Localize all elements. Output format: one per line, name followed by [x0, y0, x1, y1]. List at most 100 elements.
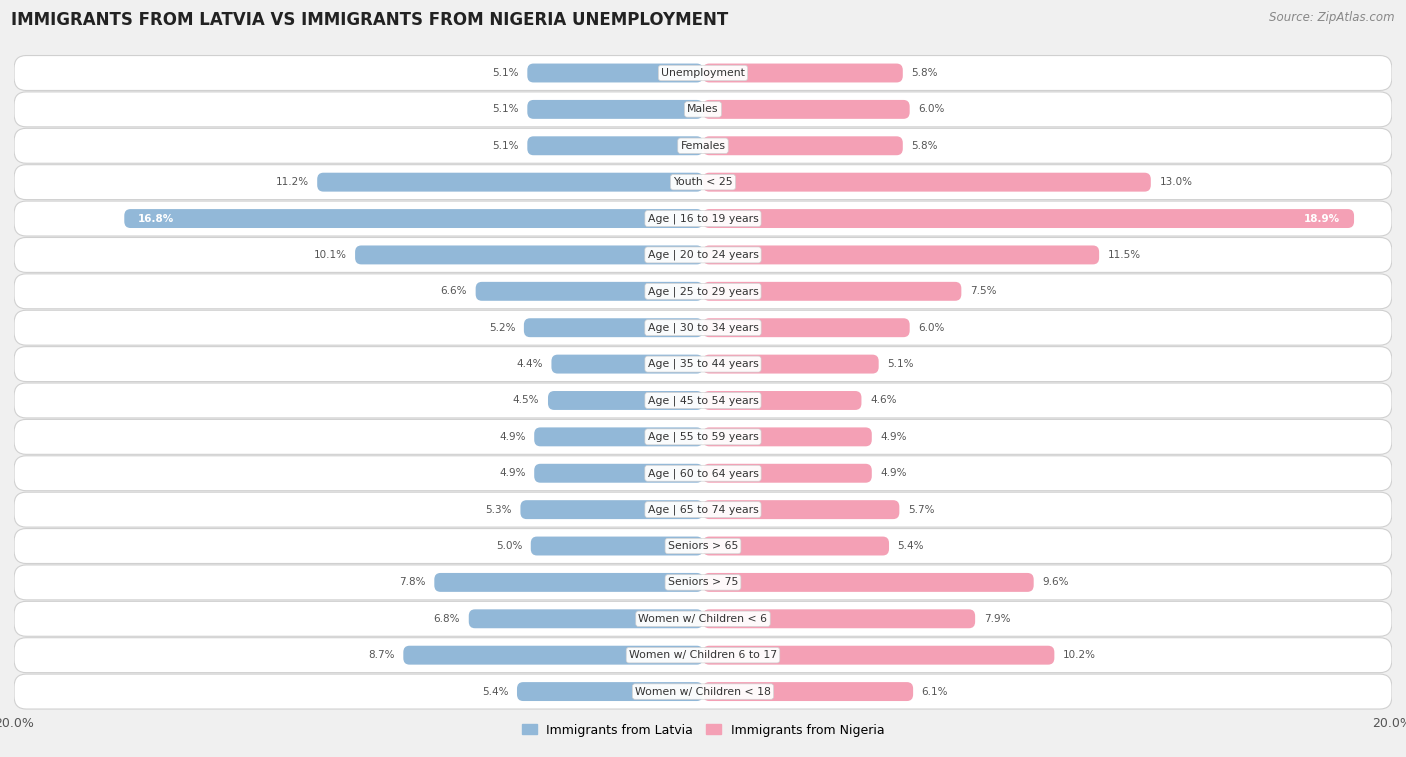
FancyBboxPatch shape	[548, 391, 703, 410]
FancyBboxPatch shape	[703, 173, 1152, 192]
FancyBboxPatch shape	[527, 64, 703, 83]
FancyBboxPatch shape	[14, 637, 1392, 673]
FancyBboxPatch shape	[520, 500, 703, 519]
FancyBboxPatch shape	[124, 209, 703, 228]
Text: 10.2%: 10.2%	[1063, 650, 1095, 660]
Text: 18.9%: 18.9%	[1305, 213, 1340, 223]
Text: Women w/ Children < 18: Women w/ Children < 18	[636, 687, 770, 696]
Text: 5.4%: 5.4%	[897, 541, 924, 551]
FancyBboxPatch shape	[14, 92, 1392, 127]
FancyBboxPatch shape	[703, 100, 910, 119]
FancyBboxPatch shape	[703, 282, 962, 301]
Text: 6.6%: 6.6%	[440, 286, 467, 296]
FancyBboxPatch shape	[703, 64, 903, 83]
Text: 5.8%: 5.8%	[911, 68, 938, 78]
Text: 11.5%: 11.5%	[1108, 250, 1140, 260]
FancyBboxPatch shape	[14, 419, 1392, 454]
FancyBboxPatch shape	[703, 682, 912, 701]
Text: 4.6%: 4.6%	[870, 395, 897, 406]
FancyBboxPatch shape	[703, 428, 872, 447]
Text: 8.7%: 8.7%	[368, 650, 395, 660]
Text: 7.9%: 7.9%	[984, 614, 1011, 624]
FancyBboxPatch shape	[434, 573, 703, 592]
FancyBboxPatch shape	[703, 646, 1054, 665]
FancyBboxPatch shape	[517, 682, 703, 701]
Text: Age | 30 to 34 years: Age | 30 to 34 years	[648, 322, 758, 333]
Text: Seniors > 75: Seniors > 75	[668, 578, 738, 587]
FancyBboxPatch shape	[534, 464, 703, 483]
FancyBboxPatch shape	[14, 492, 1392, 527]
FancyBboxPatch shape	[703, 245, 1099, 264]
Text: Age | 55 to 59 years: Age | 55 to 59 years	[648, 431, 758, 442]
FancyBboxPatch shape	[14, 201, 1392, 236]
Text: 4.9%: 4.9%	[499, 431, 526, 442]
Text: Age | 65 to 74 years: Age | 65 to 74 years	[648, 504, 758, 515]
FancyBboxPatch shape	[468, 609, 703, 628]
Text: Unemployment: Unemployment	[661, 68, 745, 78]
FancyBboxPatch shape	[14, 165, 1392, 200]
FancyBboxPatch shape	[475, 282, 703, 301]
FancyBboxPatch shape	[14, 347, 1392, 382]
Text: Age | 20 to 24 years: Age | 20 to 24 years	[648, 250, 758, 260]
Text: 5.1%: 5.1%	[492, 104, 519, 114]
FancyBboxPatch shape	[551, 354, 703, 373]
FancyBboxPatch shape	[703, 136, 903, 155]
Text: 5.2%: 5.2%	[489, 322, 515, 333]
FancyBboxPatch shape	[703, 354, 879, 373]
Text: Females: Females	[681, 141, 725, 151]
Text: 5.4%: 5.4%	[482, 687, 509, 696]
FancyBboxPatch shape	[531, 537, 703, 556]
Text: 10.1%: 10.1%	[314, 250, 346, 260]
Text: 4.9%: 4.9%	[880, 469, 907, 478]
Text: 16.8%: 16.8%	[138, 213, 174, 223]
Text: Source: ZipAtlas.com: Source: ZipAtlas.com	[1270, 11, 1395, 24]
FancyBboxPatch shape	[14, 601, 1392, 637]
Text: Age | 60 to 64 years: Age | 60 to 64 years	[648, 468, 758, 478]
Text: 5.8%: 5.8%	[911, 141, 938, 151]
FancyBboxPatch shape	[703, 609, 976, 628]
FancyBboxPatch shape	[703, 573, 1033, 592]
Text: Age | 16 to 19 years: Age | 16 to 19 years	[648, 213, 758, 224]
FancyBboxPatch shape	[14, 674, 1392, 709]
Text: 13.0%: 13.0%	[1160, 177, 1192, 187]
Legend: Immigrants from Latvia, Immigrants from Nigeria: Immigrants from Latvia, Immigrants from …	[516, 718, 890, 742]
FancyBboxPatch shape	[14, 238, 1392, 273]
Text: Males: Males	[688, 104, 718, 114]
Text: 4.5%: 4.5%	[513, 395, 540, 406]
Text: Youth < 25: Youth < 25	[673, 177, 733, 187]
Text: 6.1%: 6.1%	[922, 687, 948, 696]
FancyBboxPatch shape	[524, 318, 703, 337]
FancyBboxPatch shape	[14, 274, 1392, 309]
Text: 7.8%: 7.8%	[399, 578, 426, 587]
Text: 6.0%: 6.0%	[918, 322, 945, 333]
Text: 5.7%: 5.7%	[908, 505, 935, 515]
FancyBboxPatch shape	[527, 136, 703, 155]
Text: 4.9%: 4.9%	[880, 431, 907, 442]
FancyBboxPatch shape	[703, 537, 889, 556]
FancyBboxPatch shape	[527, 100, 703, 119]
FancyBboxPatch shape	[14, 55, 1392, 91]
FancyBboxPatch shape	[14, 565, 1392, 600]
Text: 11.2%: 11.2%	[276, 177, 308, 187]
Text: Age | 25 to 29 years: Age | 25 to 29 years	[648, 286, 758, 297]
Text: 6.8%: 6.8%	[433, 614, 460, 624]
Text: 4.9%: 4.9%	[499, 469, 526, 478]
Text: 5.1%: 5.1%	[887, 359, 914, 369]
FancyBboxPatch shape	[703, 500, 900, 519]
FancyBboxPatch shape	[14, 128, 1392, 164]
FancyBboxPatch shape	[14, 310, 1392, 345]
Text: 5.1%: 5.1%	[492, 141, 519, 151]
Text: 5.3%: 5.3%	[485, 505, 512, 515]
FancyBboxPatch shape	[356, 245, 703, 264]
Text: 5.1%: 5.1%	[492, 68, 519, 78]
FancyBboxPatch shape	[14, 456, 1392, 491]
FancyBboxPatch shape	[703, 209, 1354, 228]
Text: 5.0%: 5.0%	[496, 541, 522, 551]
Text: Women w/ Children 6 to 17: Women w/ Children 6 to 17	[628, 650, 778, 660]
FancyBboxPatch shape	[318, 173, 703, 192]
Text: 7.5%: 7.5%	[970, 286, 997, 296]
FancyBboxPatch shape	[404, 646, 703, 665]
Text: IMMIGRANTS FROM LATVIA VS IMMIGRANTS FROM NIGERIA UNEMPLOYMENT: IMMIGRANTS FROM LATVIA VS IMMIGRANTS FRO…	[11, 11, 728, 30]
Text: Women w/ Children < 6: Women w/ Children < 6	[638, 614, 768, 624]
FancyBboxPatch shape	[534, 428, 703, 447]
